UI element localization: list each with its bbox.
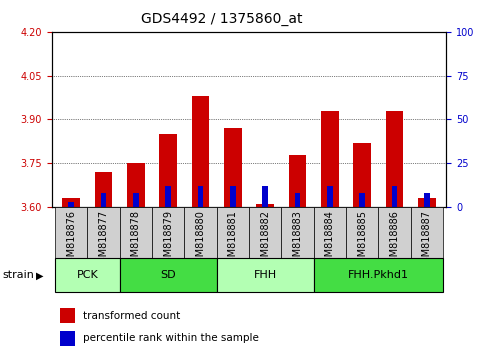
- Text: FHH: FHH: [253, 270, 277, 280]
- Text: GSM818884: GSM818884: [325, 210, 335, 269]
- Text: GSM818882: GSM818882: [260, 210, 270, 269]
- Text: GSM818883: GSM818883: [292, 210, 303, 269]
- Bar: [184, 207, 216, 258]
- Text: GSM818885: GSM818885: [357, 210, 367, 269]
- Text: GSM818886: GSM818886: [389, 210, 399, 269]
- Bar: [378, 207, 411, 258]
- Bar: [133, 193, 139, 207]
- Bar: [346, 207, 378, 258]
- Bar: [411, 207, 443, 258]
- Bar: [224, 128, 242, 207]
- Text: GSM818877: GSM818877: [99, 210, 108, 269]
- Bar: [62, 198, 80, 207]
- Bar: [282, 207, 314, 258]
- Text: SD: SD: [160, 270, 176, 280]
- Text: GDS4492 / 1375860_at: GDS4492 / 1375860_at: [141, 12, 303, 27]
- Bar: [127, 163, 145, 207]
- Bar: [256, 204, 274, 207]
- Bar: [60, 308, 75, 323]
- Bar: [120, 258, 216, 292]
- Bar: [321, 111, 339, 207]
- Bar: [391, 186, 397, 207]
- Bar: [198, 186, 204, 207]
- Text: GSM818879: GSM818879: [163, 210, 173, 269]
- Bar: [120, 207, 152, 258]
- Text: percentile rank within the sample: percentile rank within the sample: [83, 333, 259, 343]
- Text: PCK: PCK: [76, 270, 98, 280]
- Text: FHH.Pkhd1: FHH.Pkhd1: [348, 270, 409, 280]
- Bar: [216, 258, 314, 292]
- Text: transformed count: transformed count: [83, 311, 180, 321]
- Bar: [230, 186, 236, 207]
- Bar: [192, 96, 210, 207]
- Text: GSM818876: GSM818876: [66, 210, 76, 269]
- Bar: [159, 134, 177, 207]
- Bar: [424, 193, 430, 207]
- Bar: [353, 143, 371, 207]
- Bar: [327, 186, 333, 207]
- Text: GSM818887: GSM818887: [422, 210, 432, 269]
- Bar: [262, 186, 268, 207]
- Text: GSM818881: GSM818881: [228, 210, 238, 269]
- Bar: [101, 193, 106, 207]
- Bar: [55, 258, 120, 292]
- Text: GSM818880: GSM818880: [195, 210, 206, 269]
- Bar: [87, 207, 120, 258]
- Bar: [249, 207, 282, 258]
- Bar: [314, 258, 443, 292]
- Bar: [68, 202, 74, 207]
- Bar: [294, 193, 300, 207]
- Bar: [60, 331, 75, 346]
- Bar: [386, 111, 403, 207]
- Bar: [359, 193, 365, 207]
- Bar: [288, 155, 306, 207]
- Text: strain: strain: [2, 270, 35, 280]
- Bar: [314, 207, 346, 258]
- Bar: [165, 186, 171, 207]
- Text: ▶: ▶: [36, 270, 43, 280]
- Text: GSM818878: GSM818878: [131, 210, 141, 269]
- Bar: [418, 198, 436, 207]
- Bar: [216, 207, 249, 258]
- Bar: [95, 172, 112, 207]
- Bar: [55, 207, 87, 258]
- Bar: [152, 207, 184, 258]
